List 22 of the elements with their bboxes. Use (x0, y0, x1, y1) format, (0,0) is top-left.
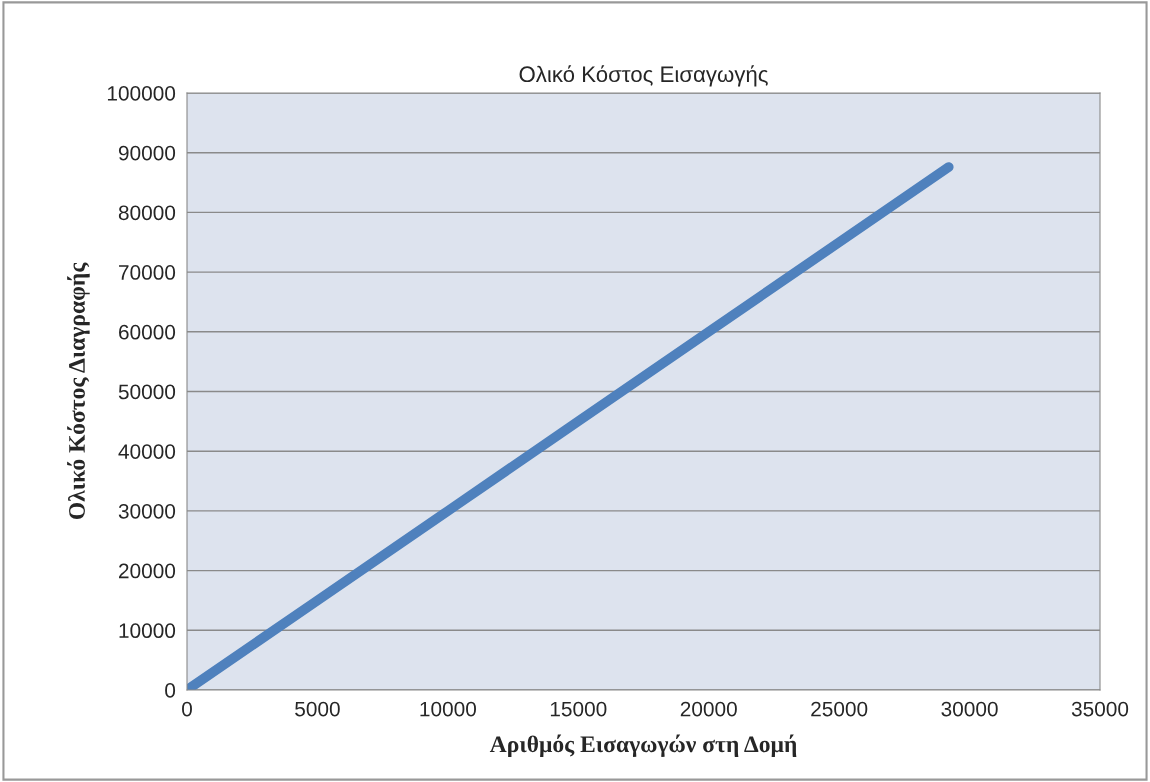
x-tick-label: 20000 (680, 701, 737, 717)
x-tick-label: 35000 (1071, 701, 1129, 717)
y-tick-label: 10000 (119, 623, 176, 639)
x-tick-label: 15000 (550, 701, 607, 717)
x-tick-label: 0 (182, 701, 192, 717)
x-tick-label: 5000 (295, 701, 340, 717)
x-tick-label: 25000 (811, 701, 868, 717)
y-tick-label: 90000 (118, 145, 176, 161)
chart-title: Ολικό Κόστος Εισαγωγής (519, 65, 768, 87)
y-tick-label: 20000 (119, 563, 176, 579)
y-tick-label: 80000 (118, 205, 176, 221)
y-tick-label: 40000 (118, 444, 176, 459)
x-tick-label: 10000 (420, 701, 477, 717)
y-tick-label: 60000 (119, 324, 176, 340)
y-tick-label: 0 (165, 683, 176, 698)
y-tick-label: 70000 (119, 265, 176, 280)
x-tick-label: 30000 (941, 701, 998, 717)
y-tick-label: 30000 (118, 503, 176, 519)
y-tick-label: 100000 (107, 86, 176, 101)
y-axis-title: Ολικό Κόστος Διαγραφής (67, 262, 90, 520)
x-axis-title: Αριθμός Εισαγωγών στη Δομή (489, 734, 797, 757)
y-tick-label: 50000 (118, 384, 176, 400)
